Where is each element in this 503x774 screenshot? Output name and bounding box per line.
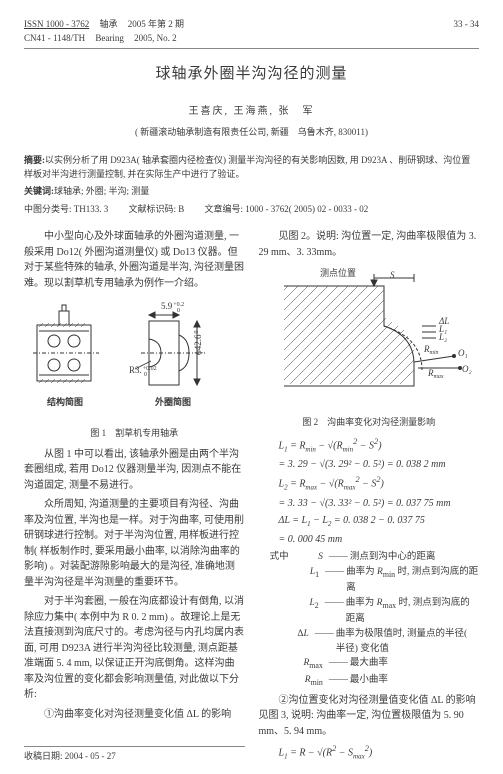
where-hdr: 式中 — [259, 550, 293, 565]
left-column: 中小型向心及外球面轴承的外圈沟道测量, 一般采用 Do12( 外圈沟道测量仪) … — [24, 229, 245, 764]
fig2-O2: O₂ — [462, 364, 472, 374]
figure-2: 测点位置 S ΔL L₁ L₂ Rmin Rmax O₁ O₂ — [259, 266, 480, 412]
where-Rmax: 最大曲率 — [350, 656, 388, 672]
fig2-S: S — [390, 270, 395, 280]
where-block: 式中S——测点到沟中心的距离 L1——曲率为 Rmin 时, 测点到沟底的距离 … — [259, 550, 480, 688]
year1: 2005 年第 2 期 — [128, 19, 184, 29]
cls-label: 中图分类号: TH133. 3 — [24, 204, 108, 214]
figure-1: 5.9+0.20 ϕ42.60 R3.+0.020 结构简图 外圈简图 — [24, 297, 245, 423]
figure-1-caption: 图 1 割草机专用轴承 — [24, 427, 245, 441]
abstract-text: 以实例分析了用 D923A( 轴承套圈内径检查仪) 测量半沟沟径的有关影响因数,… — [24, 155, 470, 179]
right-p1: 见图 2。说明: 沟位置一定, 沟曲率极限值为 3. 29 mm、3. 33mm… — [259, 229, 480, 260]
dim-dia: ϕ42.60 — [193, 331, 203, 356]
where-L2: 曲率为 Rmax 时, 测点到沟底的距离 — [346, 596, 479, 627]
figure-2-svg: 测点位置 S ΔL L₁ L₂ Rmin Rmax O₁ O₂ — [264, 266, 474, 406]
fig1-outer-label: 外圈简图 — [154, 396, 191, 407]
left-p4: 对于半沟套圈, 一般在沟底都设计有倒角, 以消除应力集中( 本例中为 R 0. … — [24, 594, 245, 703]
eq-L2a: L2 = Rmax − √(Rmax2 − S2) — [279, 474, 480, 493]
where-S: 测点到沟中心的距离 — [350, 550, 436, 565]
keywords: 关键词:球轴承; 外圈; 半沟; 测量 — [24, 185, 479, 199]
fig2-point-label: 测点位置 — [320, 267, 356, 278]
eq-L1b: = 3. 29 − √(3. 29² − 0. 5²) = 0. 038 2 m… — [279, 457, 480, 473]
doc-code: 文献标识码: B — [129, 204, 185, 214]
eq-L2b: = 3. 33 − √(3. 33² − 0. 5²) = 0. 037 75 … — [279, 496, 480, 512]
cn: CN41 - 1148/TH — [24, 33, 85, 43]
fig2-L2: L₂ — [438, 332, 447, 342]
fig2-Rmin: Rmin — [423, 344, 439, 356]
article-id: 文章编号: 1000 - 3762( 2005) 02 - 0033 - 02 — [205, 204, 369, 214]
left-p1: 中小型向心及外球面轴承的外圈沟道测量, 一般采用 Do12( 外圈沟道测量仪) … — [24, 229, 245, 291]
keywords-label: 关键词: — [24, 186, 54, 196]
fig2-O1: O₁ — [458, 348, 468, 358]
left-p2: 从图 1 中可以看出, 该轴承外圈是由两个半沟套圈组成, 若用 Do12 仪器测… — [24, 447, 245, 494]
dim-r: R3.+0.020 — [129, 365, 157, 378]
eq-dLb: = 0. 000 45 mm — [279, 532, 480, 548]
eq-dL: ΔL = L1 − L2 = 0. 038 2 − 0. 037 75 — [279, 513, 480, 530]
left-sec1: ①沟曲率变化对沟径测量变化值 ΔL 的影响 — [24, 707, 245, 723]
keywords-text: 球轴承; 外圈; 半沟; 测量 — [54, 186, 149, 196]
authors: 王喜庆, 王海燕, 张 军 — [24, 104, 479, 120]
where-Rmin: 最小曲率 — [350, 673, 388, 689]
issn: ISSN 1000 - 3762 — [24, 19, 89, 29]
right-sec2: ②沟位置变化对沟径测量值变化值 ΔL 的影响见图 3, 说明: 沟曲率一定, 沟… — [259, 693, 480, 740]
issn-block: ISSN 1000 - 3762 轴承 2005 年第 2 期 CN41 - 1… — [24, 18, 184, 46]
abstract-label: 摘要: — [24, 155, 45, 165]
affiliation: ( 新疆滚动轴承制造有限责任公司, 新疆 乌鲁木齐, 830011) — [24, 126, 479, 140]
where-dL: 曲率为极限值时, 测量点的半径( 半径) 变化值 — [336, 627, 479, 656]
fig2-Rmax: Rmax — [427, 368, 444, 380]
mid2: Bearing — [95, 33, 124, 43]
eq-last: L1 = R − √(R2 − Smax2) — [279, 743, 480, 762]
article-title: 球轴承外圈半沟沟径的测量 — [24, 63, 479, 86]
classification-row: 中图分类号: TH133. 3 文献标识码: B 文章编号: 1000 - 37… — [24, 203, 479, 217]
body-columns: 中小型向心及外球面轴承的外圈沟道测量, 一般采用 Do12( 外圈沟道测量仪) … — [24, 229, 479, 764]
figure-2-caption: 图 2 沟曲率变化对沟径测量影响 — [259, 416, 480, 430]
year2: 2005, No. 2 — [134, 33, 177, 43]
abstract: 摘要:以实例分析了用 D923A( 轴承套圈内径检查仪) 测量半沟沟径的有关影响… — [24, 154, 479, 182]
fig1-struct-label: 结构简图 — [47, 396, 83, 407]
eq-L1a: L1 = Rmin − √(Rmin2 − S2) — [279, 436, 480, 455]
journal-header: ISSN 1000 - 3762 轴承 2005 年第 2 期 CN41 - 1… — [24, 18, 479, 49]
page-range: 33 - 34 — [454, 18, 480, 46]
mid1: 轴承 — [100, 19, 118, 29]
left-p3: 众所周知, 沟道测量的主要项目有沟径、沟曲率及沟位置, 半沟也是一样。对于沟曲率… — [24, 497, 245, 590]
received-date: 收稿日期: 2004 - 05 - 27 — [24, 746, 245, 764]
figure-1-svg: 5.9+0.20 ϕ42.60 R3.+0.020 结构简图 外圈简图 — [29, 297, 239, 417]
right-column: 见图 2。说明: 沟位置一定, 沟曲率极限值为 3. 29 mm、3. 33mm… — [259, 229, 480, 764]
where-L1: 曲率为 Rmin 时, 测点到沟底的距离 — [346, 565, 479, 596]
